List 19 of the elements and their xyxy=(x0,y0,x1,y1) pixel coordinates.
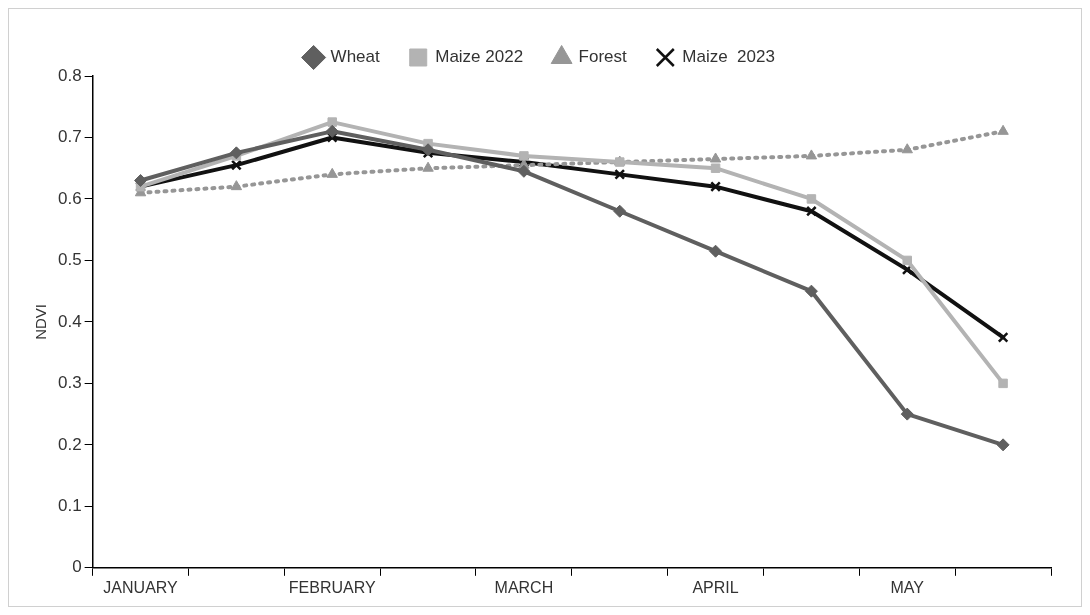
x-tick-label: JANUARY xyxy=(103,578,179,596)
y-tick-label: 0.7 xyxy=(57,127,82,147)
x-tick-label: APRIL xyxy=(692,578,739,596)
y-tick-label: 0.8 xyxy=(57,65,82,85)
x-tick-label: MAY xyxy=(890,578,925,596)
legend-label: Wheat xyxy=(330,47,380,67)
y-tick-label: 0.5 xyxy=(57,250,82,270)
legend-label: Maize 2023 xyxy=(682,47,775,67)
x-tick-label: MARCH xyxy=(494,578,554,596)
y-tick-label: 0.3 xyxy=(57,373,82,393)
x-tick-label: FEBRUARY xyxy=(288,578,376,596)
y-tick-label: 0.4 xyxy=(57,311,82,331)
legend-label: Maize 2022 xyxy=(435,47,524,67)
y-axis-title: NDVI xyxy=(32,303,50,340)
y-tick-label: 0.6 xyxy=(57,188,82,208)
legend-label: Forest xyxy=(578,47,628,67)
y-tick-label: 0 xyxy=(72,557,82,577)
y-tick-label: 0.1 xyxy=(57,496,82,516)
y-tick-label: 0.2 xyxy=(57,434,82,454)
